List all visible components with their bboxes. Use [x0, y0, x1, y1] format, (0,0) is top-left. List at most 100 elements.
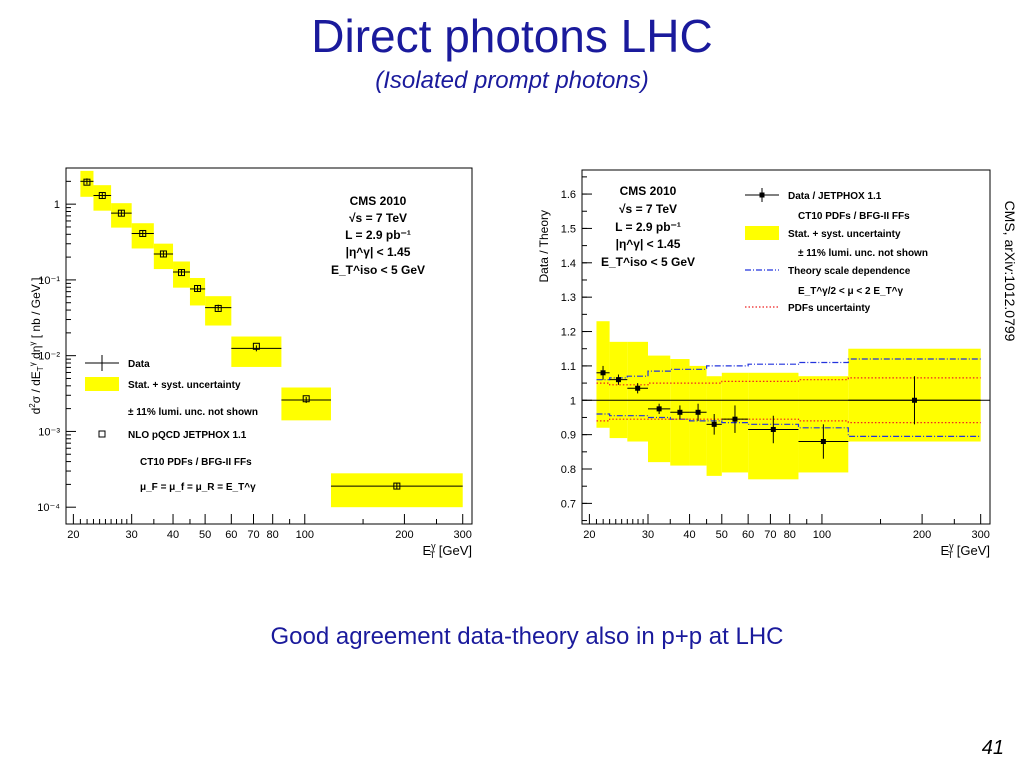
- theory-marker: [98, 192, 106, 200]
- legend-entry: Stat. + syst. uncertainty: [788, 229, 901, 240]
- scale-lower-line: [596, 413, 981, 437]
- scale-upper-line: [596, 358, 981, 381]
- x-tick-label: 60: [742, 529, 754, 541]
- y-tick-label: 0.9: [561, 430, 576, 442]
- ratio-point: [635, 385, 641, 391]
- legend-entry: ± 11% lumi. unc. not shown: [798, 248, 928, 259]
- reference-label: CMS, arXiv:1012.0799: [1002, 200, 1018, 342]
- slide-title: Direct photons LHC: [311, 10, 713, 62]
- data-markers: [596, 365, 981, 459]
- legend-entry: Stat. + syst. uncertainty: [128, 380, 241, 391]
- x-tick-label: 80: [267, 529, 279, 541]
- theory-marker: [214, 304, 222, 312]
- legend-marker: [759, 192, 765, 198]
- slide-caption: Good agreement data-theory also in p+p a…: [270, 623, 784, 650]
- annotation-text: |η^γ| < 1.45: [346, 245, 411, 259]
- x-tick-label: 200: [395, 529, 413, 541]
- uncertainty-band: [231, 336, 282, 367]
- legend-marker: [85, 377, 119, 391]
- y-axis-label: Data / Theory: [537, 210, 551, 282]
- uncertainty-bands: [80, 170, 463, 508]
- tick-labels: 20 30 40 50 60 70 80 100 200 300 0.7 0.8 0.9 1 1.1 1.2 1…: [561, 189, 990, 541]
- axis-ticks: [582, 176, 982, 524]
- annotation-text: √s = 7 TeV: [619, 202, 677, 216]
- y-tick-label: 1.4: [561, 258, 576, 270]
- theory-marker: [393, 482, 401, 490]
- x-axis-label: Eγ T [GeV]: [422, 541, 472, 560]
- axis-ticks: [66, 180, 464, 524]
- uncertainty-band: [330, 473, 463, 508]
- legend-entry: PDFs uncertainty: [788, 303, 871, 314]
- annotation-text: CMS 2010: [620, 184, 677, 198]
- legend-entry: μ_F = μ_f = μ_R = E_T^γ: [140, 482, 256, 493]
- cms-annotation: CMS 2010 √s = 7 TeV L = 2.9 pb⁻¹ |η^γ| < 1.…: [601, 184, 695, 269]
- legend-entry: E_T^γ/2 < μ < 2 E_T^γ: [798, 286, 904, 297]
- y-tick-label: 10⁻¹: [38, 275, 60, 287]
- x-tick-label: 70: [247, 529, 259, 541]
- x-tick-label: 70: [764, 529, 776, 541]
- legend-entry: NLO pQCD JETPHOX 1.1: [128, 430, 247, 441]
- pdf-upper-line: [596, 377, 981, 386]
- y-axis-label: d2σ / dETγ dηγ [ nb / GeV ]: [28, 278, 45, 415]
- annotation-text: |η^γ| < 1.45: [616, 237, 681, 251]
- plot-frame: [65, 167, 473, 525]
- legend-entry: CT10 PDFs / BFG-II FFs: [798, 211, 910, 222]
- y-tick-label: 10⁻⁴: [37, 502, 60, 514]
- annotation-text: E_T^iso < 5 GeV: [331, 263, 425, 277]
- legend-entry: Theory scale dependence: [788, 266, 911, 277]
- data-markers: [80, 178, 463, 490]
- x-tick-label: 30: [642, 529, 654, 541]
- y-tick-label: 1: [570, 395, 576, 407]
- ratio-point: [770, 426, 776, 432]
- slide-subtitle: (Isolated prompt photons): [375, 67, 649, 94]
- ratio-point: [615, 377, 621, 383]
- annotation-text: E_T^iso < 5 GeV: [601, 255, 695, 269]
- uncertainty-band: [281, 387, 331, 421]
- theory-marker: [194, 285, 202, 293]
- ratio-point: [677, 409, 683, 415]
- cms-annotation: CMS 2010 √s = 7 TeV L = 2.9 pb⁻¹ |η^γ| < 1.…: [331, 194, 425, 277]
- x-tick-label: 20: [67, 529, 79, 541]
- x-tick-label: 60: [225, 529, 237, 541]
- annotation-text: L = 2.9 pb⁻¹: [615, 220, 681, 234]
- y-tick-label: 1.3: [561, 292, 576, 304]
- x-tick-label: 200: [913, 529, 931, 541]
- theory-marker: [177, 269, 185, 277]
- x-tick-label: 100: [296, 529, 314, 541]
- y-tick-label: 1.6: [561, 189, 576, 201]
- legend-marker: [745, 226, 779, 240]
- theory-marker: [83, 178, 91, 186]
- tick-labels: 20 30 40 50 60 70 80 100 200 300 1 10⁻¹ 10⁻² 10⁻³ 10⁻⁴: [37, 199, 472, 541]
- cross-section-plot: 20 30 40 50 60 70 80 100 200 300 1 10⁻¹ 10⁻² 10⁻³ 10⁻⁴…: [28, 158, 480, 562]
- x-tick-label: 40: [167, 529, 179, 541]
- ratio-point: [732, 416, 738, 422]
- x-tick-label: 100: [813, 529, 831, 541]
- y-tick-label: 0.7: [561, 498, 576, 510]
- uncertainty-band: [609, 341, 628, 439]
- page-number: 41: [981, 737, 1004, 759]
- x-tick-label: 20: [583, 529, 595, 541]
- legend: Data / JETPHOX 1.1 CT10 PDFs / BFG-II FFs…: [745, 188, 928, 314]
- ratio-point: [711, 421, 717, 427]
- y-tick-label: 0.8: [561, 464, 576, 476]
- uncertainty-band: [205, 296, 232, 326]
- y-tick-label: 1.2: [561, 327, 576, 339]
- x-tick-label: 300: [971, 529, 989, 541]
- legend-entry: ± 11% lumi. unc. not shown: [128, 407, 258, 418]
- x-tick-label: 50: [199, 529, 211, 541]
- legend-entry: CT10 PDFs / BFG-II FFs: [140, 457, 252, 468]
- ratio-point: [695, 409, 701, 415]
- ratio-point: [911, 397, 917, 403]
- ratio-point: [656, 406, 662, 412]
- theory-marker: [302, 395, 310, 403]
- theory-marker: [139, 229, 147, 237]
- pdf-lower-line: [596, 418, 981, 424]
- legend-marker: [98, 430, 106, 438]
- y-tick-label: 1.1: [561, 361, 576, 373]
- ratio-point: [600, 370, 606, 376]
- ratio-plot: 20 30 40 50 60 70 80 100 200 300 0.7 0.8 0.9 1 1.1 1.2 1…: [530, 158, 1000, 562]
- annotation-text: CMS 2010: [350, 194, 407, 208]
- legend: Data Stat. + syst. uncertainty ± 11% lumi.…: [85, 355, 258, 493]
- legend-entry: Data: [128, 359, 150, 370]
- ratio-point: [820, 439, 826, 445]
